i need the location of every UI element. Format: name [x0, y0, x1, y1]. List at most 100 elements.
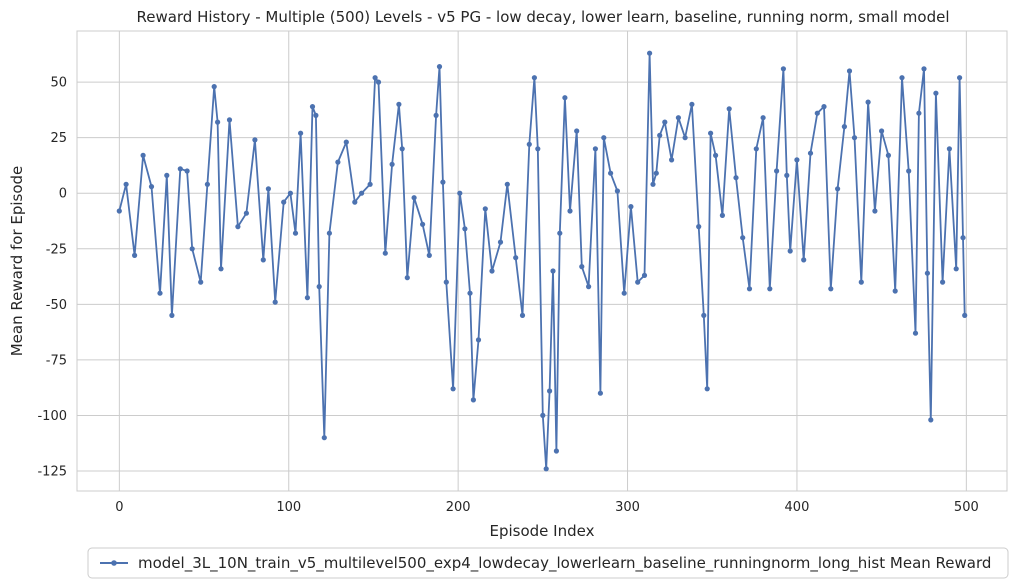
y-tick-label: -25 [46, 242, 67, 257]
data-point [215, 119, 221, 125]
data-point [189, 246, 195, 252]
data-point [846, 68, 853, 74]
data-point [835, 186, 841, 192]
data-point [740, 235, 746, 241]
x-tick-label: 500 [954, 500, 979, 515]
data-point [243, 210, 249, 216]
y-tick-label: 25 [50, 131, 67, 146]
y-tick-label: 0 [59, 187, 67, 202]
data-point [411, 195, 417, 201]
data-point [309, 104, 316, 110]
data-point [132, 252, 138, 258]
data-point [359, 190, 365, 196]
data-point [928, 417, 934, 423]
data-point [801, 257, 807, 263]
data-point [140, 152, 146, 158]
data-point [807, 150, 814, 156]
legend-label: model_3L_10N_train_v5_multilevel500_exp4… [138, 554, 991, 573]
data-point [719, 212, 726, 218]
data-point [841, 124, 848, 130]
data-point [794, 157, 800, 163]
y-tick-label: -50 [46, 298, 67, 313]
data-point [553, 448, 560, 454]
data-point [426, 252, 432, 258]
data-point [281, 199, 287, 205]
data-point [662, 119, 668, 125]
data-point [457, 190, 463, 196]
data-point [746, 286, 753, 292]
series-line [118, 52, 966, 470]
data-point [562, 95, 568, 101]
data-point [760, 115, 766, 121]
data-point [389, 161, 395, 167]
data-point [635, 279, 641, 285]
x-axis-label: Episode Index [490, 522, 595, 540]
data-point [865, 99, 871, 105]
data-point [669, 157, 675, 163]
x-tick-label: 100 [276, 500, 301, 515]
data-point [821, 104, 827, 110]
data-point [814, 110, 820, 116]
data-point [726, 106, 732, 112]
data-point [440, 179, 446, 185]
data-point [851, 135, 858, 141]
x-tick-label: 200 [446, 500, 471, 515]
data-point [352, 199, 358, 205]
data-point [211, 84, 217, 90]
chart-title: Reward History - Multiple (500) Levels -… [136, 8, 949, 26]
data-point [184, 168, 190, 174]
data-point [774, 168, 780, 174]
data-point [696, 224, 702, 230]
data-point [396, 101, 402, 107]
data-point [450, 386, 456, 392]
data-point [513, 255, 519, 261]
data-point [226, 117, 233, 123]
data-point [597, 390, 604, 396]
data-point [906, 168, 912, 174]
data-point [272, 299, 278, 305]
y-tick-label: -125 [37, 465, 67, 480]
data-point [420, 221, 426, 227]
data-point [304, 295, 310, 301]
data-point [497, 239, 504, 245]
data-point [592, 146, 599, 152]
data-point [462, 226, 468, 232]
data-point [519, 312, 526, 318]
series-mean-reward [116, 50, 968, 472]
data-point [614, 188, 621, 194]
data-point [436, 64, 443, 70]
x-axis-ticks: 0 100 200 300 400 500 [115, 500, 979, 515]
data-point [543, 466, 549, 472]
data-point [177, 166, 183, 172]
data-point [940, 279, 946, 285]
data-point [470, 397, 476, 403]
data-point [292, 230, 299, 236]
data-point [547, 388, 553, 394]
data-point [946, 146, 953, 152]
data-point [608, 170, 614, 176]
data-point [780, 66, 787, 72]
data-point [647, 50, 653, 56]
data-point [372, 75, 378, 81]
data-point [443, 279, 449, 285]
data-point [641, 272, 648, 278]
data-point [960, 235, 966, 241]
data-point [260, 257, 266, 263]
data-point [235, 224, 241, 230]
data-point [767, 286, 773, 292]
data-point [653, 170, 659, 176]
data-point [123, 181, 129, 187]
data-point [375, 79, 382, 85]
data-point [482, 206, 488, 212]
data-point [953, 266, 959, 272]
data-point [650, 181, 656, 187]
data-point [784, 172, 790, 178]
data-point [550, 268, 556, 274]
data-point [567, 208, 573, 214]
data-point [628, 204, 634, 210]
data-point [933, 90, 939, 96]
data-point [753, 146, 759, 152]
data-point [601, 135, 607, 141]
data-point [321, 435, 327, 441]
